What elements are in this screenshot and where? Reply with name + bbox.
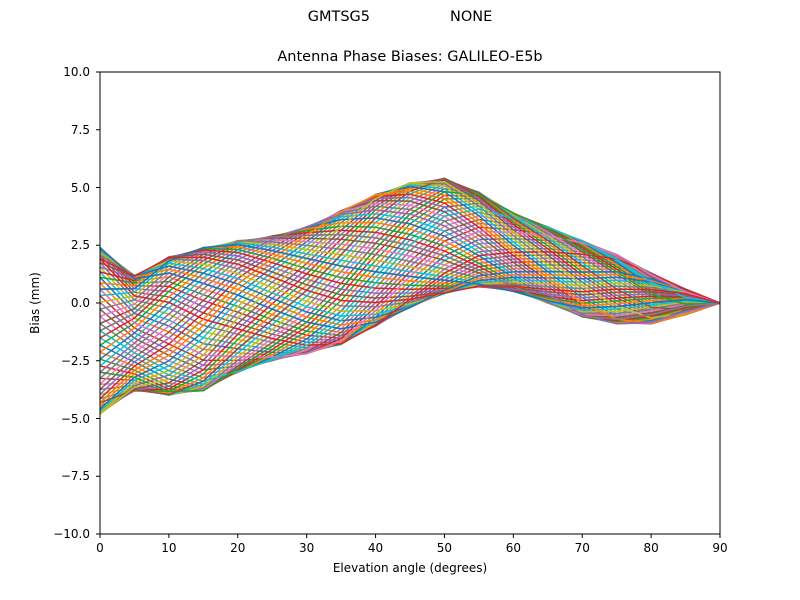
series-line xyxy=(99,209,721,373)
x-tick-label: 90 xyxy=(712,541,728,555)
x-tick-label: 50 xyxy=(436,541,453,555)
y-tick-label: 7.5 xyxy=(70,122,90,137)
y-tick-label: 0.0 xyxy=(70,296,90,310)
y-tick-label: −2.5 xyxy=(60,353,90,368)
series-lines xyxy=(99,177,721,415)
x-tick-label: 30 xyxy=(299,541,315,555)
series-line xyxy=(99,249,721,304)
series-line xyxy=(99,247,721,304)
series-line xyxy=(99,243,721,309)
chart-title: Antenna Phase Biases: GALILEO-E5b xyxy=(277,49,543,65)
x-tick-label: 80 xyxy=(643,541,659,555)
x-tick-label: 40 xyxy=(367,541,384,555)
y-tick-label: 2.5 xyxy=(70,238,90,253)
x-tick-label: 60 xyxy=(505,541,521,555)
y-tick-label: −10.0 xyxy=(53,527,90,541)
axis-ticks xyxy=(96,71,721,538)
series-line xyxy=(99,256,721,304)
series-line xyxy=(99,251,721,304)
y-axis-label: Bias (mm) xyxy=(28,272,42,334)
series-line xyxy=(99,251,721,312)
series-line xyxy=(99,253,721,304)
x-tick-label: 20 xyxy=(230,541,246,555)
x-tick-label: 0 xyxy=(96,541,104,555)
series-line xyxy=(99,254,721,308)
y-tick-label: −7.5 xyxy=(60,469,90,484)
y-tick-label: −5.0 xyxy=(60,411,90,426)
series-line xyxy=(99,249,721,317)
suptitle-left: GMTSG5 xyxy=(307,9,370,25)
suptitle-right: NONE xyxy=(450,9,493,25)
y-tick-label: 5.0 xyxy=(70,180,90,195)
x-tick-label: 70 xyxy=(574,541,590,555)
x-tick-label: 10 xyxy=(161,541,177,555)
figure-suptitle: GMTSG5 NONE xyxy=(0,9,800,25)
x-axis-label: Elevation angle (degrees) xyxy=(332,561,488,575)
y-tick-label: 10.0 xyxy=(63,65,90,79)
